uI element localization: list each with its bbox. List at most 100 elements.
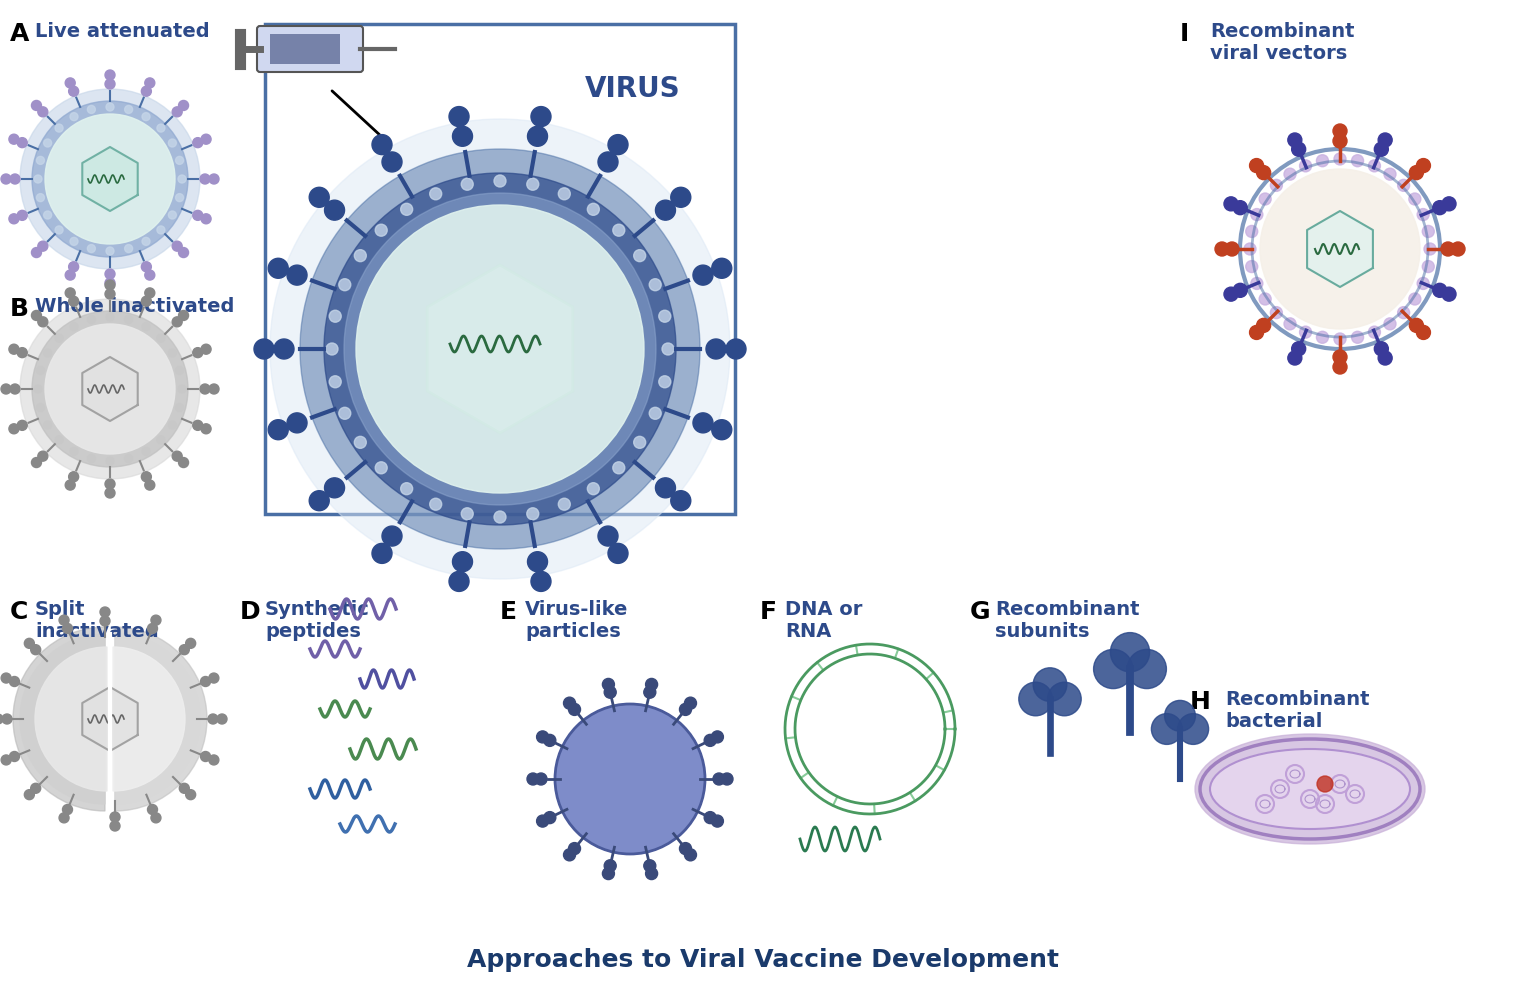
Circle shape (24, 638, 34, 648)
Text: Split: Split (35, 599, 86, 618)
Circle shape (527, 774, 539, 786)
Circle shape (554, 704, 705, 854)
Circle shape (1284, 169, 1296, 181)
Circle shape (705, 340, 725, 360)
Polygon shape (82, 148, 137, 211)
Circle shape (2, 714, 12, 724)
Circle shape (563, 849, 576, 861)
Circle shape (179, 386, 186, 394)
Text: Live attenuated: Live attenuated (35, 22, 209, 41)
Circle shape (1379, 352, 1393, 366)
FancyBboxPatch shape (266, 25, 734, 514)
Circle shape (70, 113, 78, 121)
Circle shape (0, 714, 3, 724)
FancyBboxPatch shape (257, 27, 363, 73)
Circle shape (452, 127, 472, 147)
Circle shape (31, 784, 41, 794)
Circle shape (151, 813, 160, 823)
Wedge shape (115, 634, 200, 805)
Circle shape (125, 245, 133, 254)
Circle shape (712, 420, 731, 440)
Circle shape (17, 138, 27, 148)
Text: F: F (760, 599, 777, 623)
Text: B: B (11, 297, 29, 321)
Circle shape (63, 624, 72, 634)
Text: D: D (240, 599, 261, 623)
Circle shape (192, 349, 203, 359)
Circle shape (55, 226, 63, 234)
Circle shape (99, 607, 110, 617)
Wedge shape (113, 647, 185, 792)
Circle shape (308, 491, 330, 511)
Wedge shape (35, 647, 107, 792)
Circle shape (9, 345, 18, 355)
Circle shape (1292, 143, 1306, 157)
Polygon shape (82, 687, 137, 752)
Circle shape (1257, 319, 1270, 333)
Circle shape (534, 774, 547, 786)
Text: Synthetic: Synthetic (266, 599, 370, 618)
Circle shape (17, 349, 27, 359)
Circle shape (269, 420, 289, 440)
Circle shape (1409, 319, 1423, 333)
Circle shape (1270, 308, 1283, 320)
Circle shape (1287, 352, 1303, 366)
Circle shape (330, 377, 341, 389)
Circle shape (202, 345, 211, 355)
Circle shape (168, 422, 176, 430)
Circle shape (1225, 197, 1238, 211)
Circle shape (1284, 319, 1296, 331)
Text: VIRUS: VIRUS (585, 75, 680, 103)
Circle shape (612, 462, 625, 474)
Circle shape (11, 174, 20, 184)
Circle shape (603, 678, 614, 690)
Circle shape (1287, 134, 1303, 148)
Circle shape (452, 552, 472, 572)
Circle shape (1417, 326, 1431, 340)
Circle shape (1260, 294, 1270, 306)
Circle shape (1019, 682, 1052, 716)
Circle shape (55, 437, 63, 445)
Circle shape (105, 104, 115, 112)
Text: Virus-like: Virus-like (525, 599, 629, 618)
Circle shape (38, 452, 47, 462)
Circle shape (179, 645, 189, 655)
Circle shape (568, 703, 580, 715)
Circle shape (209, 673, 218, 683)
Circle shape (105, 80, 115, 90)
Circle shape (1333, 361, 1347, 375)
Circle shape (1374, 143, 1388, 157)
Text: Recombinant: Recombinant (1209, 22, 1354, 41)
Circle shape (1333, 351, 1347, 365)
Circle shape (693, 414, 713, 434)
Circle shape (66, 271, 75, 281)
Circle shape (55, 125, 63, 133)
Circle shape (44, 350, 52, 358)
Circle shape (69, 263, 79, 273)
Circle shape (1048, 682, 1081, 716)
Circle shape (38, 318, 47, 328)
Circle shape (87, 455, 95, 463)
Circle shape (60, 615, 69, 625)
Circle shape (655, 478, 675, 498)
Circle shape (270, 120, 730, 579)
Circle shape (559, 188, 570, 200)
Polygon shape (1307, 211, 1373, 288)
Circle shape (11, 385, 20, 395)
Circle shape (287, 266, 307, 286)
Circle shape (1333, 135, 1347, 149)
Circle shape (449, 572, 469, 592)
Circle shape (536, 731, 548, 743)
Text: C: C (11, 599, 29, 623)
Circle shape (32, 312, 188, 468)
Circle shape (1441, 197, 1457, 211)
Circle shape (192, 211, 203, 221)
Circle shape (105, 270, 115, 280)
Circle shape (663, 344, 673, 356)
Ellipse shape (1196, 734, 1425, 844)
Circle shape (325, 478, 345, 498)
Circle shape (209, 756, 218, 766)
Circle shape (527, 552, 548, 572)
Circle shape (1432, 284, 1446, 298)
Circle shape (344, 193, 657, 505)
